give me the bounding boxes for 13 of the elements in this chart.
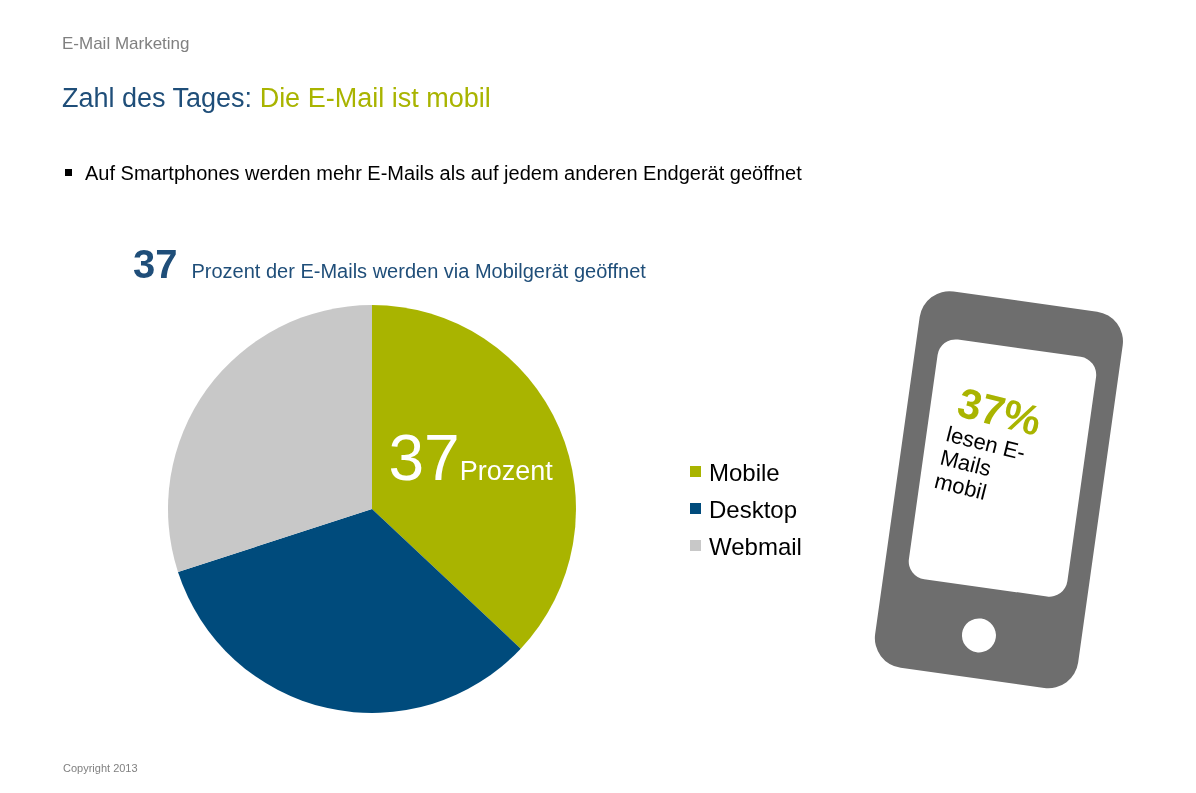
text: 37 Prozent der E-Mails werden via Mobilgerät geöffnet — [133, 242, 647, 286]
chart-subtitle: Auf Smartphones werden mehr E-Mails als auf jedem anderen Endgerät geöffnet — [85, 162, 803, 184]
legend-label: Desktop — [709, 496, 798, 523]
data-label: 37Prozent — [388, 422, 554, 495]
chart-title: Zahl des Tages: Die E-Mail ist mobil — [62, 83, 491, 113]
pie-slice — [372, 305, 576, 649]
pie-slice — [177, 509, 521, 713]
pie-slice — [168, 305, 372, 573]
text: 37% lesen E-Mails mobil — [932, 378, 1047, 505]
text: Copyright 2013 — [63, 762, 138, 774]
legend-label: Webmail — [709, 533, 802, 560]
text: E-Mail Marketing — [62, 34, 190, 53]
legend-label: Mobile — [709, 459, 780, 486]
